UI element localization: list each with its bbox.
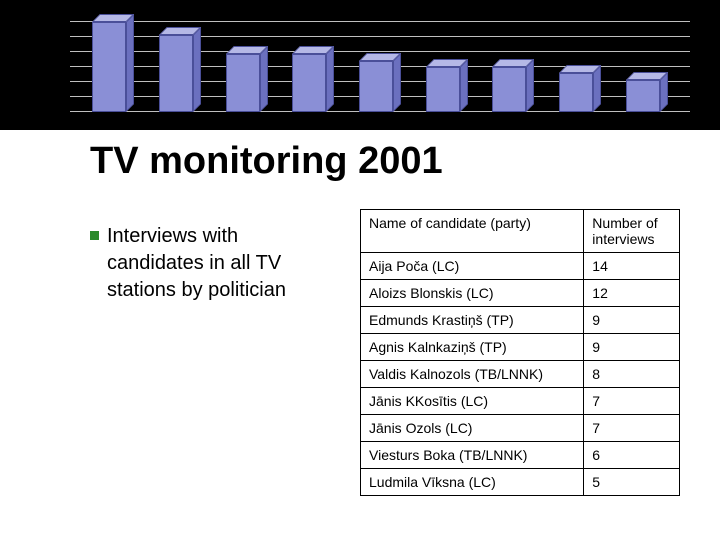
- bar: [622, 22, 672, 112]
- bullet-column: Interviews with candidates in all TV sta…: [90, 209, 340, 304]
- bar: [288, 22, 338, 112]
- cell-candidate-name: Viesturs Boka (TB/LNNK): [361, 442, 584, 469]
- chart-plot-area: [70, 22, 690, 112]
- candidates-table: Name of candidate (party) Number of inte…: [360, 209, 680, 496]
- cell-interview-count: 14: [584, 253, 680, 280]
- table-row: Viesturs Boka (TB/LNNK)6: [361, 442, 680, 469]
- bullet-text: Interviews with candidates in all TV sta…: [107, 223, 340, 304]
- table-row: Valdis Kalnozols (TB/LNNK)8: [361, 361, 680, 388]
- cell-interview-count: 6: [584, 442, 680, 469]
- chart-bars: [70, 22, 690, 112]
- bar: [488, 22, 538, 112]
- cell-interview-count: 12: [584, 280, 680, 307]
- bar: [88, 22, 138, 112]
- cell-interview-count: 7: [584, 415, 680, 442]
- bar: [155, 22, 205, 112]
- bullet-item: Interviews with candidates in all TV sta…: [90, 223, 340, 304]
- cell-interview-count: 7: [584, 388, 680, 415]
- cell-interview-count: 8: [584, 361, 680, 388]
- bar: [555, 22, 605, 112]
- cell-interview-count: 5: [584, 469, 680, 496]
- cell-interview-count: 9: [584, 307, 680, 334]
- cell-candidate-name: Ludmila Vīksna (LC): [361, 469, 584, 496]
- table-row: Jānis KKosītis (LC)7: [361, 388, 680, 415]
- cell-candidate-name: Jānis Ozols (LC): [361, 415, 584, 442]
- cell-candidate-name: Aloizs Blonskis (LC): [361, 280, 584, 307]
- two-column-layout: Interviews with candidates in all TV sta…: [90, 209, 680, 496]
- cell-interview-count: 9: [584, 334, 680, 361]
- slide-title: TV monitoring 2001: [90, 140, 680, 183]
- table-header-name: Name of candidate (party): [361, 210, 584, 253]
- cell-candidate-name: Jānis KKosītis (LC): [361, 388, 584, 415]
- table-row: Ludmila Vīksna (LC)5: [361, 469, 680, 496]
- bar: [355, 22, 405, 112]
- cell-candidate-name: Agnis Kalnkaziņš (TP): [361, 334, 584, 361]
- table-header-row: Name of candidate (party) Number of inte…: [361, 210, 680, 253]
- cell-candidate-name: Valdis Kalnozols (TB/LNNK): [361, 361, 584, 388]
- table-row: Agnis Kalnkaziņš (TP)9: [361, 334, 680, 361]
- table-row: Aloizs Blonskis (LC)12: [361, 280, 680, 307]
- bar: [422, 22, 472, 112]
- chart-panel: [0, 0, 720, 130]
- table-row: Aija Poča (LC)14: [361, 253, 680, 280]
- table-header-count: Number of interviews: [584, 210, 680, 253]
- cell-candidate-name: Aija Poča (LC): [361, 253, 584, 280]
- slide-content: TV monitoring 2001 Interviews with candi…: [0, 130, 720, 496]
- table-row: Jānis Ozols (LC)7: [361, 415, 680, 442]
- bar: [222, 22, 272, 112]
- table-row: Edmunds Krastiņš (TP)9: [361, 307, 680, 334]
- table-column: Name of candidate (party) Number of inte…: [360, 209, 680, 496]
- bullet-square-icon: [90, 231, 99, 240]
- cell-candidate-name: Edmunds Krastiņš (TP): [361, 307, 584, 334]
